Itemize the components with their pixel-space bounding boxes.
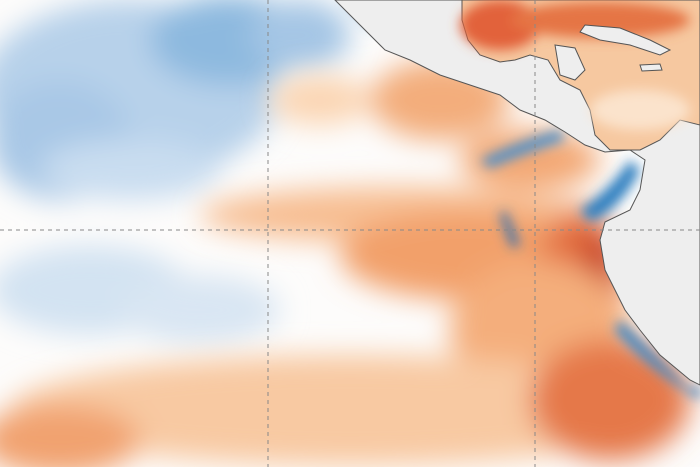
jamaica-island [639,63,663,72]
cool-anomaly-region [0,0,350,345]
land [334,0,700,386]
cuba-island [579,24,672,56]
yucatan-peninsula [554,44,586,81]
